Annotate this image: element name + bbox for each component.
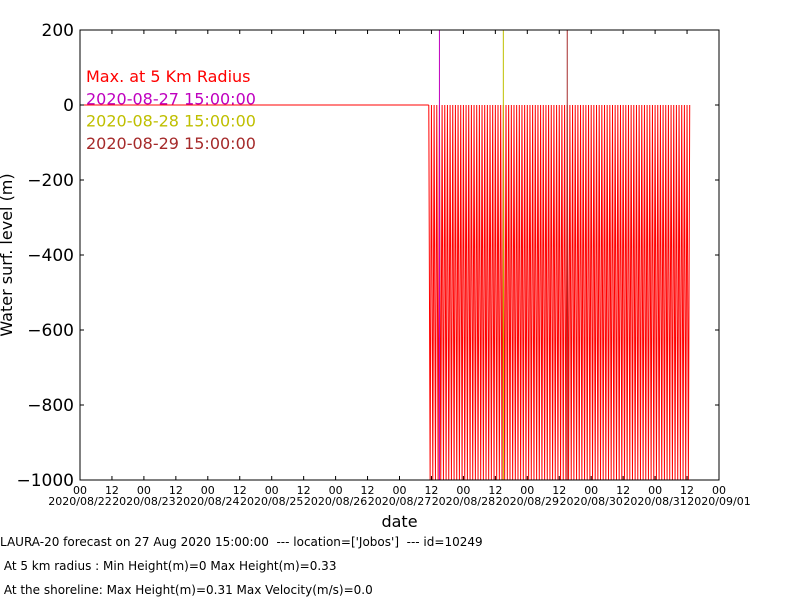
x-date-label: 2020/08/30 [559,495,622,508]
x-tick-label: 12 [424,484,438,497]
x-tick-label: 00 [584,484,598,497]
x-date-label: 2020/08/27 [368,495,431,508]
x-tick-label: 00 [329,484,343,497]
x-tick-label: 12 [361,484,375,497]
x-date-label: 2020/08/28 [432,495,495,508]
x-date-label: 2020/08/26 [304,495,367,508]
shoreline-stats-caption: At the shoreline: Max Height(m)=0.31 Max… [0,583,373,597]
legend-entry-3: 2020-08-28 15:00:00 [86,112,256,131]
x-tick-label: 12 [169,484,183,497]
x-tick-label: 12 [680,484,694,497]
y-tick-label: −1000 [16,471,74,491]
x-tick-label: 00 [201,484,215,497]
x-tick-label: 00 [648,484,662,497]
x-tick-label: 12 [552,484,566,497]
x-date-label: 2020/08/23 [112,495,175,508]
series-oscillation-line [428,104,691,481]
x-date-label: 2020/08/31 [623,495,686,508]
y-tick-label: 0 [63,96,74,116]
y-tick-label: −200 [27,171,74,191]
x-tick-label: 00 [393,484,407,497]
x-date-label: 2020/09/01 [687,495,750,508]
x-date-label: 2020/08/29 [496,495,559,508]
x-date-label: 2020/08/25 [240,495,303,508]
x-date-label: 2020/08/24 [176,495,239,508]
y-tick-label: −400 [27,246,74,266]
chart-legend: Max. at 5 Km Radius 2020-08-27 15:00:00 20… [86,67,256,153]
x-tick-label: 00 [137,484,151,497]
x-tick-label: 00 [712,484,726,497]
x-tick-label: 12 [297,484,311,497]
y-axis-label: Water surf. level (m) [0,173,16,336]
x-tick-label: 12 [233,484,247,497]
x-tick-label: 00 [73,484,87,497]
x-tick-label: 12 [616,484,630,497]
legend-entry-2: 2020-08-27 15:00:00 [86,89,256,108]
x-axis-label: date [381,512,417,531]
x-tick-label: 00 [456,484,470,497]
legend-entry-1: Max. at 5 Km Radius [86,67,251,86]
forecast-caption: LAURA-20 forecast on 27 Aug 2020 15:00:0… [0,535,483,549]
y-tick-label: −800 [27,396,74,416]
y-tick-label: −600 [27,321,74,341]
x-tick-label: 12 [105,484,119,497]
x-tick-label: 12 [488,484,502,497]
legend-entry-4: 2020-08-29 15:00:00 [86,134,256,153]
chart-marks [80,30,691,481]
x-tick-label: 00 [265,484,279,497]
x-date-label: 2020/08/22 [48,495,111,508]
y-tick-label: 200 [42,21,74,41]
x-tick-label: 00 [520,484,534,497]
radius-stats-caption: At 5 km radius : Min Height(m)=0 Max Hei… [0,559,337,573]
